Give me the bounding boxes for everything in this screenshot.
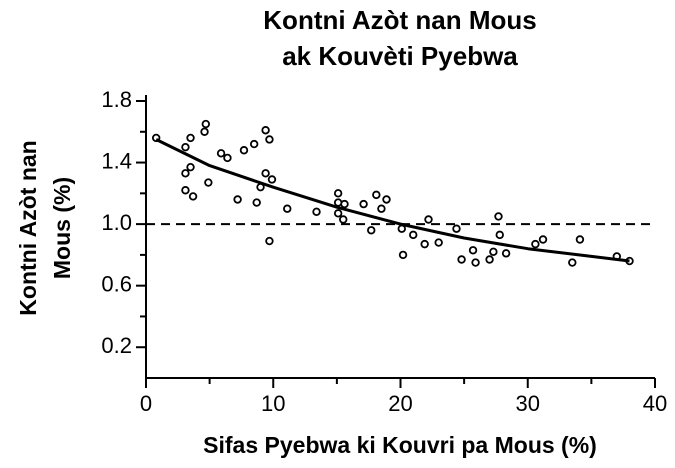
data-point — [382, 195, 391, 204]
data-point — [485, 255, 494, 264]
data-point — [398, 250, 408, 260]
data-point — [283, 204, 292, 213]
data-point — [267, 175, 277, 184]
data-point — [468, 246, 478, 255]
data-point — [200, 127, 209, 136]
data-point — [372, 190, 381, 200]
x-tick-label: 30 — [516, 391, 540, 416]
y-tick-label: 1.8 — [101, 87, 132, 112]
data-point — [333, 209, 343, 218]
data-point — [261, 169, 270, 178]
data-point — [531, 239, 540, 249]
data-point — [339, 215, 348, 224]
data-point — [367, 226, 376, 235]
chart-title: ak Kouvèti Pyebwa — [282, 41, 518, 71]
data-point — [501, 249, 511, 258]
data-point — [434, 238, 443, 247]
data-point — [494, 212, 503, 221]
data-point — [495, 230, 504, 240]
x-tick-label: 10 — [261, 391, 285, 416]
data-point — [204, 178, 213, 187]
y-tick-label: 0.6 — [101, 271, 132, 296]
x-axis-label: Sifas Pyebwa ki Kouvri pa Mous (%) — [203, 432, 597, 458]
data-point — [252, 198, 261, 207]
data-point — [359, 199, 368, 209]
data-point — [457, 255, 466, 264]
data-point — [340, 199, 349, 209]
data-point — [575, 235, 585, 244]
data-point — [188, 192, 198, 201]
y-tick-label: 0.2 — [101, 333, 132, 358]
data-point — [265, 236, 274, 246]
y-axis-label: Kontni Azòt nan — [15, 140, 41, 315]
data-point — [201, 119, 211, 129]
data-point — [471, 258, 480, 267]
data-point — [186, 133, 195, 143]
data-point — [233, 195, 242, 204]
x-tick-label: 40 — [643, 391, 667, 416]
x-tick-label: 20 — [388, 391, 412, 416]
data-point — [538, 235, 548, 244]
data-point — [568, 258, 577, 267]
data-point — [249, 139, 259, 149]
chart-title: Kontni Azòt nan Mous — [263, 5, 536, 35]
data-point — [420, 239, 429, 249]
data-point — [181, 142, 190, 152]
data-point — [186, 162, 195, 172]
data-point — [424, 215, 433, 224]
data-point — [261, 126, 270, 135]
fit-curve — [155, 138, 630, 263]
data-point — [239, 146, 249, 155]
data-point — [312, 207, 321, 216]
y-tick-label: 1.4 — [101, 148, 132, 173]
y-axis-label: Mous (%) — [49, 177, 75, 279]
data-point — [489, 247, 498, 257]
data-point — [265, 135, 274, 144]
data-point — [181, 169, 190, 178]
data-point — [181, 186, 190, 195]
y-tick-label: 1.0 — [101, 210, 132, 235]
data-point — [223, 153, 232, 163]
data-point — [377, 204, 386, 213]
data-point — [333, 189, 343, 198]
x-tick-label: 0 — [140, 391, 152, 416]
data-point — [452, 224, 461, 233]
data-point — [409, 230, 418, 240]
data-point — [216, 149, 226, 158]
